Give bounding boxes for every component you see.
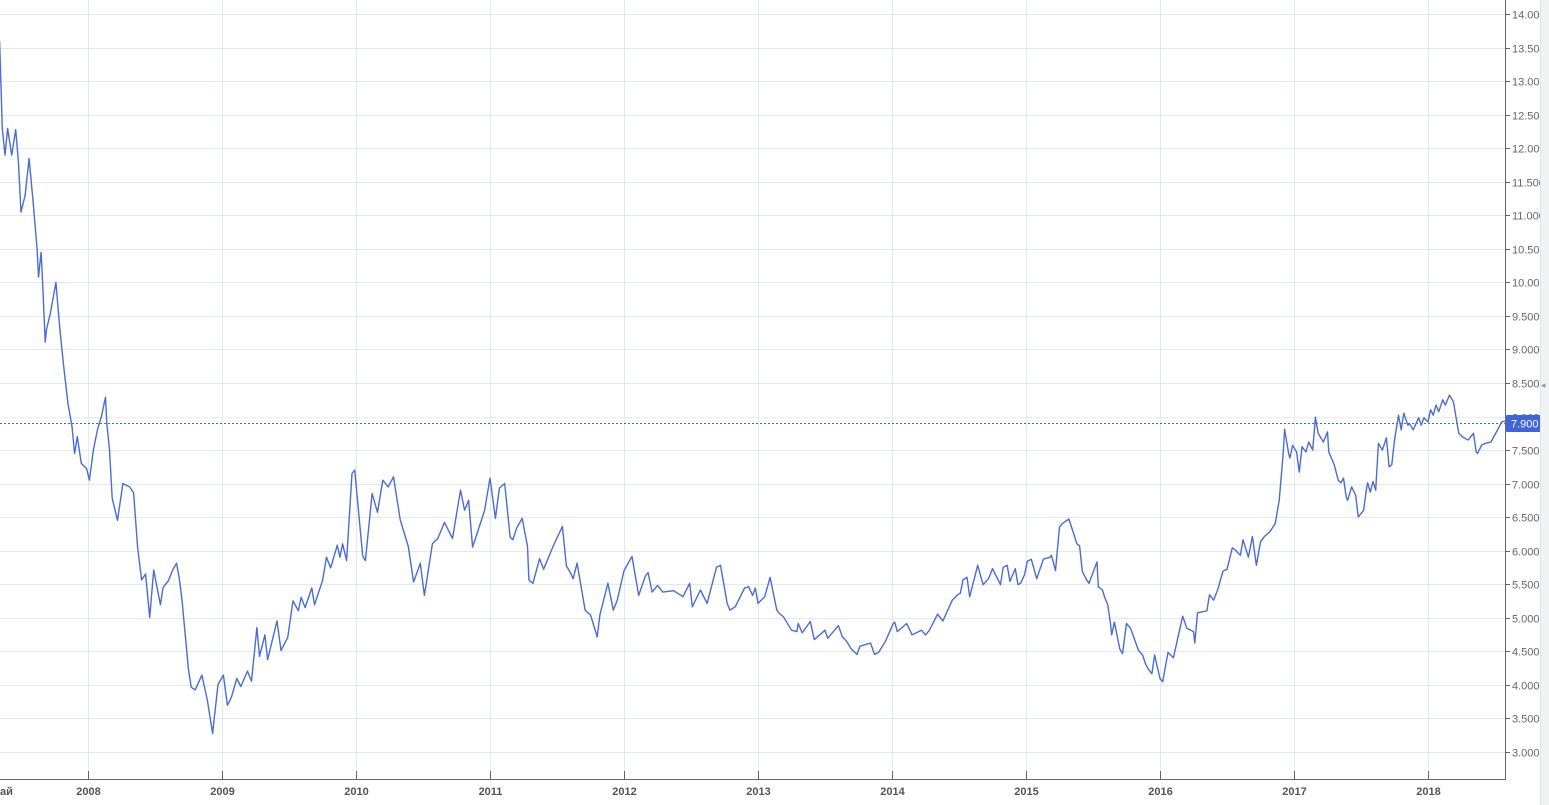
y-tick-label: 4.500	[1512, 647, 1540, 659]
y-tick-label: 8.500	[1512, 379, 1540, 391]
y-tick-label: 13.500	[1512, 44, 1546, 56]
price-line-series	[0, 40, 1506, 735]
y-tick-label: 10.000	[1512, 278, 1546, 290]
y-tick-label: 5.500	[1512, 580, 1540, 592]
y-tick-label: 13.000	[1512, 77, 1546, 89]
current-price-badge-label: 7.900	[1511, 419, 1539, 431]
x-axis-label: 2014	[880, 786, 905, 798]
y-tick-label: 5.000	[1512, 614, 1540, 626]
x-axis-label: 2013	[746, 786, 770, 798]
x-axis-label: 2018	[1416, 786, 1440, 798]
side-panel-gutter: ◂	[1540, 0, 1549, 805]
x-axis-label: 2012	[612, 786, 636, 798]
x-axis-label: 2009	[210, 786, 234, 798]
x-axis-label: 2008	[76, 786, 100, 798]
y-tick-label: 7.000	[1512, 480, 1540, 492]
collapse-arrow-icon[interactable]: ◂	[1541, 380, 1546, 390]
y-tick-label: 11.500	[1512, 178, 1545, 190]
x-axis-label: 2010	[344, 786, 368, 798]
x-axis-label: 2017	[1282, 786, 1306, 798]
x-axis-label: 2016	[1148, 786, 1172, 798]
x-axis-label-month-partial: ай	[0, 786, 13, 798]
y-tick-label: 10.500	[1512, 245, 1546, 257]
y-tick-label: 7.500	[1512, 446, 1540, 458]
y-tick-label: 6.500	[1512, 513, 1540, 525]
y-tick-label: 9.500	[1512, 312, 1540, 324]
y-tick-label: 12.000	[1512, 144, 1546, 156]
y-tick-label: 14.000	[1512, 10, 1546, 22]
plot-area[interactable]	[0, 0, 1505, 779]
y-tick-label: 4.000	[1512, 681, 1540, 693]
y-tick-label: 11.000	[1512, 211, 1545, 223]
current-price-badge	[1506, 415, 1547, 432]
x-axis-label: 2011	[479, 786, 503, 798]
y-tick-label: 3.000	[1512, 748, 1540, 760]
y-tick-label: 6.000	[1512, 547, 1540, 559]
y-tick-label: 12.500	[1512, 111, 1546, 123]
x-axis-label: 2015	[1014, 786, 1038, 798]
y-tick-label: 3.500	[1512, 714, 1540, 726]
y-tick-label: 9.000	[1512, 345, 1540, 357]
